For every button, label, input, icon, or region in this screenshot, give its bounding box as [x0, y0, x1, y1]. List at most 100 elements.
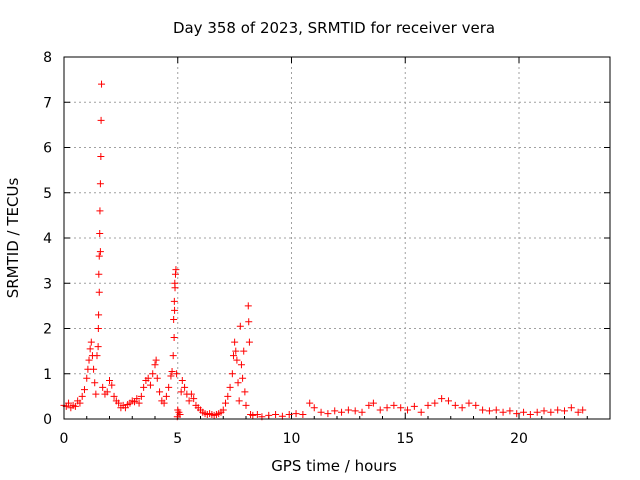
data-point: [417, 408, 425, 416]
data-point: [190, 395, 198, 403]
data-point: [285, 410, 293, 418]
data-point: [369, 399, 377, 407]
data-point: [324, 410, 332, 418]
data-point: [351, 407, 359, 415]
y-tick-label: 6: [43, 141, 52, 157]
data-point: [153, 374, 161, 382]
data-point: [91, 379, 99, 387]
data-point: [485, 407, 493, 415]
data-point: [87, 338, 95, 346]
data-point: [187, 390, 195, 398]
data-point: [92, 390, 100, 398]
data-point: [90, 365, 98, 373]
data-point: [65, 399, 73, 407]
data-point: [76, 399, 84, 407]
data-point: [224, 392, 232, 400]
data-point: [95, 252, 103, 260]
data-point: [94, 343, 102, 351]
data-point: [574, 408, 582, 416]
data-point: [438, 395, 446, 403]
data-point: [133, 395, 141, 403]
data-point: [242, 401, 250, 409]
data-point: [540, 407, 548, 415]
data-point: [85, 356, 93, 364]
y-tick-label: 1: [43, 367, 52, 383]
data-point: [410, 402, 418, 410]
chart-title: Day 358 of 2023, SRMTID for receiver ver…: [173, 19, 495, 37]
data-point: [306, 399, 314, 407]
plot-frame: [63, 56, 611, 420]
data-point: [144, 374, 152, 382]
data-point: [249, 411, 257, 419]
data-point: [94, 325, 102, 332]
data-point: [292, 410, 300, 418]
data-point: [317, 408, 325, 416]
data-point: [137, 392, 145, 400]
data-point: [547, 408, 555, 416]
data-point: [165, 383, 173, 391]
data-point: [177, 388, 185, 396]
data-point: [383, 404, 391, 412]
x-tick-label: 0: [60, 431, 69, 447]
x-tick-label: 10: [283, 431, 301, 447]
data-point: [106, 377, 113, 385]
data-point: [168, 367, 176, 375]
axis-ticks: 0 5 10 15 20 0 1 2 3 4 5 6 7 8: [43, 50, 610, 447]
data-point: [239, 374, 247, 382]
data-point: [338, 408, 346, 416]
grid-lines: [64, 57, 610, 419]
data-point: [71, 402, 79, 410]
data-point: [561, 407, 568, 415]
data-point: [97, 116, 105, 124]
data-point: [458, 404, 466, 412]
data-point: [80, 386, 88, 394]
y-tick-label: 8: [43, 50, 52, 66]
data-point: [103, 388, 111, 396]
data-point: [110, 392, 118, 400]
y-tick-label: 2: [43, 322, 52, 338]
data-point: [152, 356, 160, 364]
data-point: [185, 397, 193, 405]
data-point: [233, 356, 241, 364]
data-point: [431, 399, 439, 407]
data-point: [95, 270, 103, 278]
data-point: [96, 229, 104, 237]
data-point: [234, 379, 242, 387]
data-point: [499, 408, 507, 416]
data-point: [170, 297, 178, 305]
data-point: [149, 370, 157, 378]
data-point: [451, 401, 459, 409]
data-point: [96, 207, 104, 215]
data-point: [365, 401, 373, 409]
data-point: [299, 410, 307, 418]
data-point: [397, 404, 405, 412]
data-point: [465, 399, 473, 407]
data-point: [140, 383, 148, 391]
data-point: [229, 352, 237, 360]
data-point: [479, 406, 487, 414]
data-point: [331, 407, 339, 415]
data-point: [83, 374, 91, 382]
data-point: [170, 315, 178, 323]
data-point: [520, 408, 528, 416]
y-tick-label: 4: [43, 231, 52, 247]
y-tick-label: 5: [43, 186, 52, 202]
data-point: [244, 302, 252, 310]
data-point: [232, 347, 240, 355]
y-tick-label: 3: [43, 276, 52, 292]
y-tick-label: 7: [43, 95, 52, 111]
data-point: [167, 372, 175, 380]
data-point: [265, 411, 273, 419]
data-point: [228, 370, 236, 378]
data-point: [533, 408, 541, 416]
data-point: [237, 361, 245, 369]
data-point: [98, 80, 106, 88]
data-point: [231, 338, 239, 346]
data-point: [513, 410, 521, 418]
x-tick-label: 5: [173, 431, 182, 447]
data-point: [240, 347, 248, 355]
data-point: [376, 406, 384, 414]
y-tick-label: 0: [43, 412, 52, 428]
data-point: [358, 408, 366, 416]
